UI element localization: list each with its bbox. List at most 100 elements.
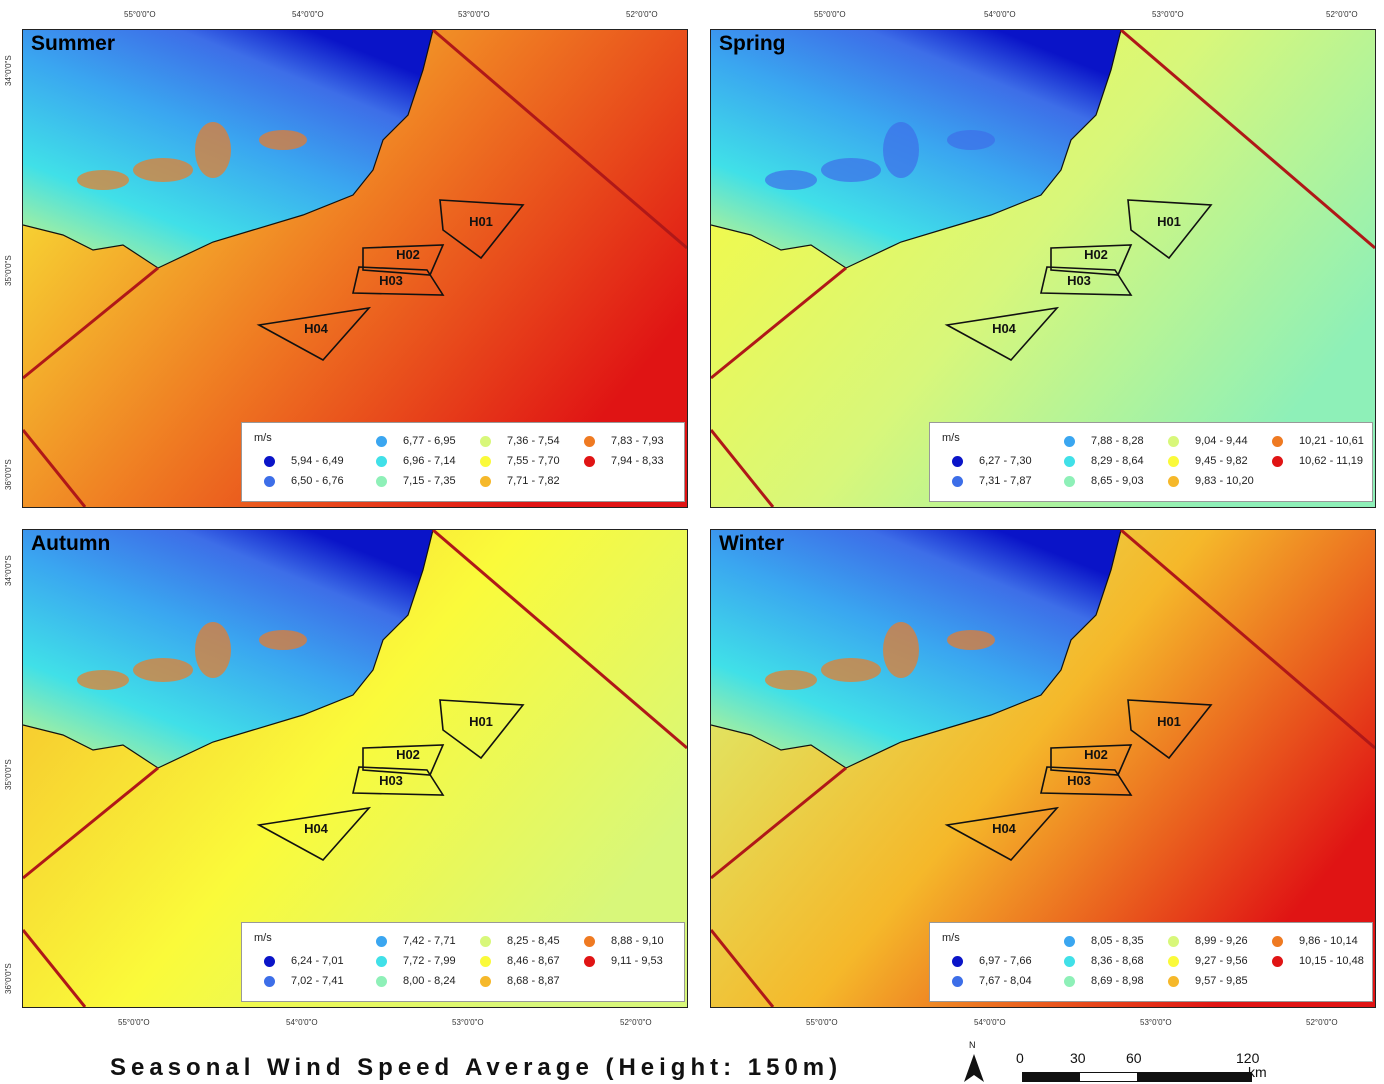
terrain-patch	[883, 622, 919, 678]
lat-tick: 36°0'0"S	[4, 963, 13, 994]
legend-label: 7,02 - 7,41	[291, 975, 344, 987]
legend: m/s 5,94 - 6,49 6,50 - 6,76 6,77 - 6,95 6,96…	[241, 422, 685, 502]
legend-label: 8,29 - 8,64	[1091, 455, 1144, 467]
legend-label: 6,77 - 6,95	[403, 435, 456, 447]
legend-label: 9,27 - 9,56	[1195, 955, 1248, 967]
legend-swatch	[264, 956, 275, 967]
scale-label: 30	[1070, 1050, 1086, 1066]
wind-zone-label: H03	[379, 773, 403, 788]
north-arrow-icon	[964, 1054, 984, 1082]
legend-label: 9,83 - 10,20	[1195, 475, 1254, 487]
legend-label: 7,72 - 7,99	[403, 955, 456, 967]
lat-tick: 36°0'0"S	[4, 459, 13, 490]
legend-swatch	[480, 936, 491, 947]
lon-tick-bottom: 52°0'0"O	[1306, 1018, 1338, 1027]
lon-tick-bottom: 54°0'0"O	[974, 1018, 1006, 1027]
legend-label: 7,94 - 8,33	[611, 455, 664, 467]
legend-item: 7,94 - 8,33	[584, 455, 687, 469]
wind-zone-label: H01	[469, 214, 493, 229]
lon-tick-bottom: 52°0'0"O	[620, 1018, 652, 1027]
legend: m/s 6,27 - 7,30 7,31 - 7,87 7,88 - 8,28 8,29…	[929, 422, 1373, 502]
wind-zone-outline	[1039, 266, 1133, 296]
panel-title: Autumn	[31, 532, 111, 555]
lon-tick-top: 53°0'0"O	[458, 10, 490, 19]
lon-tick-top: 52°0'0"O	[626, 10, 658, 19]
terrain-patch	[765, 670, 817, 690]
legend-item: 6,97 - 7,66	[952, 955, 1057, 969]
legend-swatch	[480, 436, 491, 447]
legend-unit: m/s	[254, 432, 272, 444]
legend: m/s 6,24 - 7,01 7,02 - 7,41 7,42 - 7,71 7,72…	[241, 922, 685, 1002]
wind-zone-label: H04	[304, 321, 329, 336]
legend-swatch	[584, 456, 595, 467]
legend-label: 9,11 - 9,53	[611, 955, 663, 967]
legend-unit: m/s	[942, 432, 960, 444]
legend-item: 7,15 - 7,35	[376, 475, 481, 489]
legend-item: 7,71 - 7,82	[480, 475, 585, 489]
lon-tick-top: 54°0'0"O	[984, 10, 1016, 19]
wind-zone-label: H02	[396, 747, 420, 762]
terrain-patch	[259, 130, 307, 150]
wind-zone-label: H02	[396, 247, 420, 262]
boundary-line	[711, 929, 775, 1007]
legend-swatch	[584, 956, 595, 967]
legend-swatch	[376, 936, 387, 947]
legend-label: 6,96 - 7,14	[403, 455, 456, 467]
legend-label: 9,57 - 9,85	[1195, 975, 1248, 987]
legend-swatch	[1168, 956, 1179, 967]
legend-item: 8,88 - 9,10	[584, 935, 687, 949]
legend-swatch	[952, 976, 963, 987]
map-panel-winter: H01 H02 H03 H04 Winter m/s 6,97 - 7,66 7,67 -…	[710, 529, 1376, 1008]
legend-item: 7,83 - 7,93	[584, 435, 687, 449]
lat-tick: 34°0'0"S	[4, 555, 13, 586]
legend-item: 6,96 - 7,14	[376, 455, 481, 469]
legend-label: 8,69 - 8,98	[1091, 975, 1144, 987]
wind-zone-label: H03	[1067, 273, 1091, 288]
legend-swatch	[1272, 956, 1283, 967]
legend-item: 8,05 - 8,35	[1064, 935, 1169, 949]
legend-swatch	[376, 456, 387, 467]
wind-zone-outline	[944, 306, 1060, 362]
coastline	[711, 30, 1122, 269]
wind-zone-outline	[351, 266, 445, 296]
legend-item: 7,02 - 7,41	[264, 975, 369, 989]
legend-item: 8,25 - 8,45	[480, 935, 585, 949]
boundary-line	[23, 266, 159, 380]
scale-unit: km	[1248, 1064, 1267, 1080]
wind-zone-outline	[439, 199, 525, 260]
lon-tick-bottom: 53°0'0"O	[1140, 1018, 1172, 1027]
legend-swatch	[1272, 456, 1283, 467]
wind-zone-outline	[1127, 199, 1213, 260]
legend-swatch	[1064, 976, 1075, 987]
wind-zone-label: H02	[1084, 247, 1108, 262]
legend-swatch	[376, 436, 387, 447]
legend-swatch	[480, 456, 491, 467]
lon-tick-top: 55°0'0"O	[814, 10, 846, 19]
legend-swatch	[264, 456, 275, 467]
terrain-patch	[195, 122, 231, 178]
boundary-line	[1120, 30, 1375, 250]
wind-zone-outline	[1039, 766, 1133, 796]
terrain-patch	[947, 630, 995, 650]
terrain-patch	[821, 658, 881, 682]
legend-swatch	[376, 476, 387, 487]
legend-label: 7,67 - 8,04	[979, 975, 1032, 987]
wind-zone-label: H03	[379, 273, 403, 288]
coastline	[23, 30, 434, 269]
legend-item: 8,65 - 9,03	[1064, 475, 1169, 489]
legend-label: 9,45 - 9,82	[1195, 455, 1248, 467]
lat-tick: 35°0'0"S	[4, 759, 13, 790]
terrain-patch	[259, 630, 307, 650]
legend-label: 7,55 - 7,70	[507, 455, 560, 467]
north-arrow: N	[960, 1040, 988, 1084]
wind-zone-label: H03	[1067, 773, 1091, 788]
legend-swatch	[952, 956, 963, 967]
legend-item: 8,36 - 8,68	[1064, 955, 1169, 969]
legend-label: 8,99 - 9,26	[1195, 935, 1248, 947]
boundary-line	[23, 429, 87, 507]
legend-label: 7,36 - 7,54	[507, 435, 560, 447]
legend-label: 7,15 - 7,35	[403, 475, 456, 487]
legend-label: 6,24 - 7,01	[291, 955, 344, 967]
legend-swatch	[952, 476, 963, 487]
legend-item: 9,57 - 9,85	[1168, 975, 1273, 989]
